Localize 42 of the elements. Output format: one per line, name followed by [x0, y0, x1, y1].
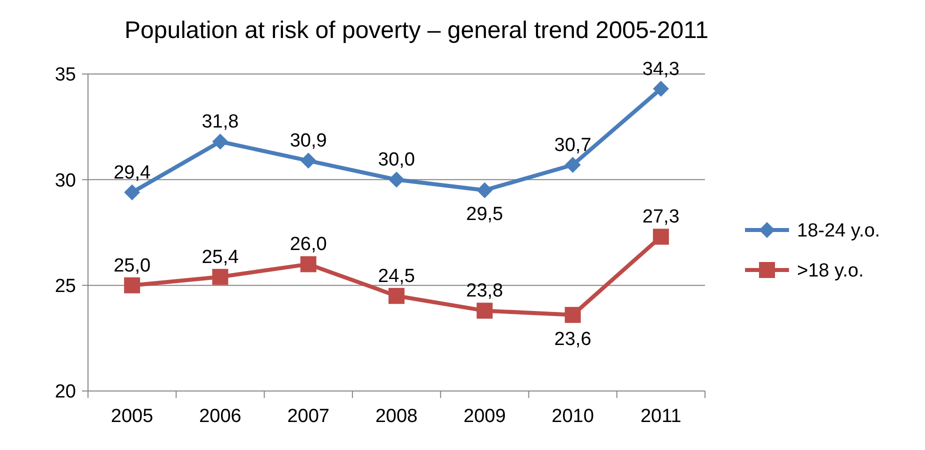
point — [212, 134, 228, 150]
data-label: 30,7 — [554, 134, 592, 156]
data-label: 25,4 — [202, 246, 240, 268]
point — [564, 156, 581, 173]
data-label: 30,0 — [378, 150, 415, 171]
x-tick-label: 2008 — [375, 406, 418, 427]
data-label: 26,0 — [290, 234, 327, 256]
y-tick-label: 30 — [54, 170, 76, 192]
y-tick-label: 35 — [54, 64, 76, 86]
x-tick-label: 2007 — [287, 406, 330, 427]
point — [300, 256, 316, 272]
point — [388, 288, 404, 304]
data-label: 27,3 — [642, 206, 680, 228]
point — [124, 277, 140, 294]
legend-label: >18 y.o. — [797, 260, 864, 282]
x-tick-label: 2010 — [552, 406, 594, 427]
data-label: 30,9 — [290, 130, 327, 152]
legend-label: 18-24 y.o. — [797, 220, 880, 242]
data-label: 23,8 — [466, 280, 504, 302]
point — [300, 152, 316, 169]
data-label: 29,4 — [114, 162, 151, 184]
point — [388, 172, 404, 188]
point — [124, 184, 140, 200]
data-label: 31,8 — [202, 112, 239, 133]
x-tick-label: 2005 — [110, 406, 154, 427]
data-label: 34,3 — [642, 58, 680, 80]
point — [652, 228, 669, 245]
point — [476, 302, 493, 319]
x-tick-label: 2011 — [640, 406, 682, 427]
data-label: 23,6 — [554, 328, 592, 350]
point — [564, 306, 581, 323]
x-tick-label: 2009 — [464, 406, 506, 427]
point — [652, 80, 669, 97]
chart-title: Population at risk of poverty – general trend 2005-2011 — [124, 17, 708, 44]
point — [212, 268, 228, 285]
y-tick-label: 20 — [54, 382, 76, 403]
x-tick-label: 2006 — [199, 406, 242, 427]
y-tick-label: 25 — [54, 276, 76, 297]
point — [476, 182, 493, 198]
data-label: 24,5 — [378, 266, 415, 287]
data-label: 25,0 — [114, 255, 151, 276]
data-label: 29,5 — [466, 204, 504, 226]
